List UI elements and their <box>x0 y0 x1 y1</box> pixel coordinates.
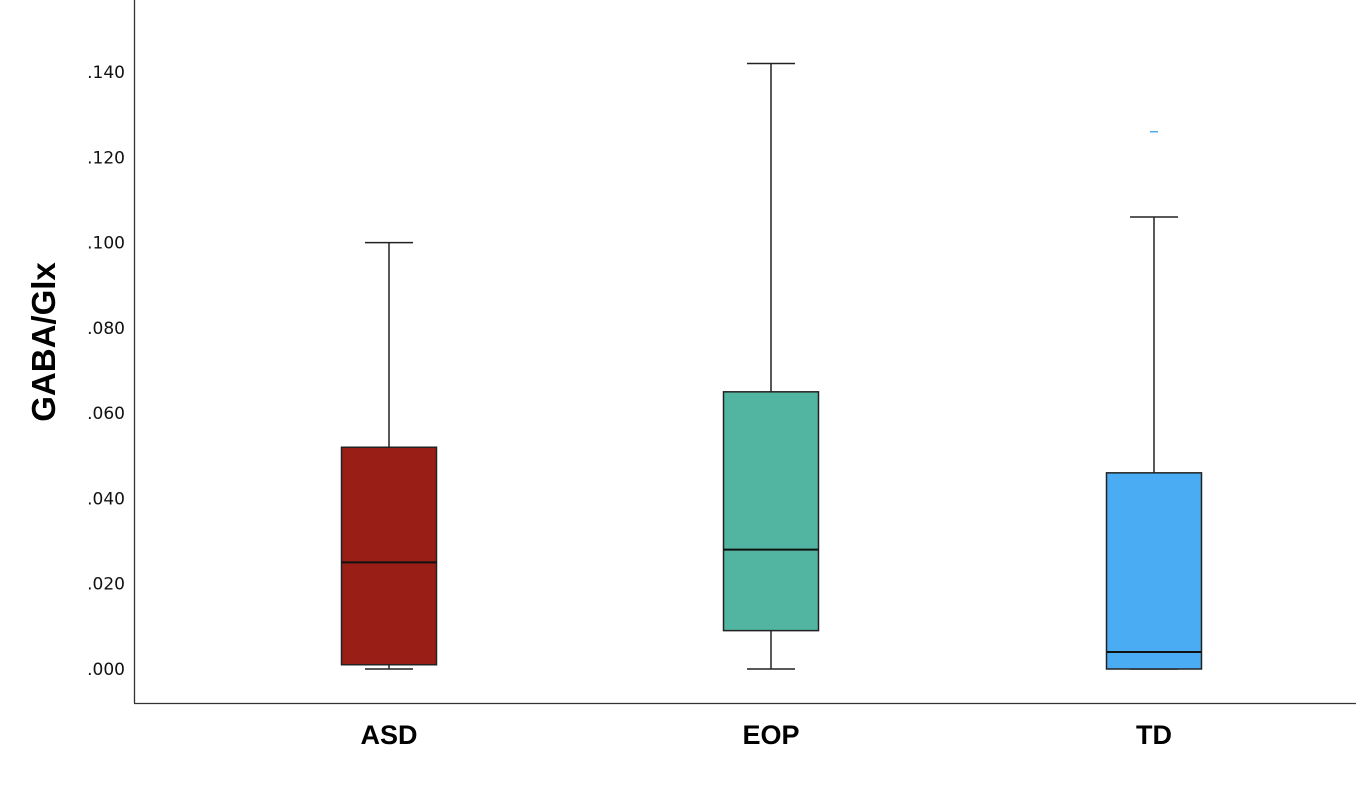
y-tick-label: .020 <box>87 575 125 595</box>
y-tick-label: .000 <box>87 660 125 680</box>
box-eop <box>722 62 820 670</box>
box-asd <box>340 241 438 670</box>
boxes <box>340 62 1203 670</box>
box-td <box>1105 130 1203 670</box>
y-tick-label: .080 <box>87 319 125 339</box>
y-axis-title: GABA/Glx <box>25 262 62 422</box>
y-tick-labels: .000 .020 .040 .060 .080 .100 .120 .140 <box>87 63 125 680</box>
iqr-box <box>340 446 438 666</box>
category-label-eop: EOP <box>742 720 799 750</box>
category-labels: ASD EOP TD <box>360 720 1172 750</box>
y-tick-label: .100 <box>87 234 125 254</box>
y-tick-label: .040 <box>87 489 125 509</box>
iqr-box <box>1105 472 1203 670</box>
iqr-box <box>722 391 820 632</box>
category-label-asd: ASD <box>360 720 417 750</box>
axes <box>133 0 1356 705</box>
y-tick-label: .120 <box>87 148 125 168</box>
y-tick-label: .060 <box>87 404 125 424</box>
y-tick-label: .140 <box>87 63 125 83</box>
category-label-td: TD <box>1136 720 1172 750</box>
